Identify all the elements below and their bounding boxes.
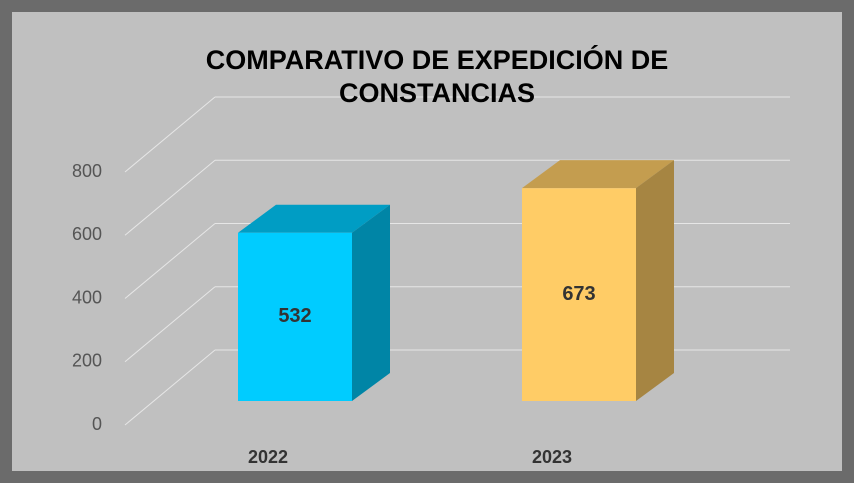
y-tick-label: 200 [72,351,102,371]
chart-title: COMPARATIVO DE EXPEDICIÓN DE CONSTANCIAS [205,45,669,108]
data-label: 532 [278,305,311,327]
y-tick-label: 0 [92,414,102,434]
bar-side [352,204,390,401]
data-label: 673 [562,283,595,305]
bar-side [636,160,674,401]
x-tick-label: 2023 [532,447,572,467]
bar-top [522,160,674,189]
grid-line-depth [124,223,216,299]
y-tick-label: 600 [72,224,102,244]
plot-background [12,12,842,471]
grid-line-depth [124,159,216,236]
bar [522,188,636,401]
grid-line-depth [124,286,216,363]
bar-top [238,204,390,233]
bar [238,232,352,401]
grid-line-depth [124,96,216,173]
y-tick-label: 800 [72,161,102,181]
grid-line-depth [124,349,216,426]
y-tick-label: 400 [72,287,102,307]
x-tick-label: 2022 [248,447,288,467]
